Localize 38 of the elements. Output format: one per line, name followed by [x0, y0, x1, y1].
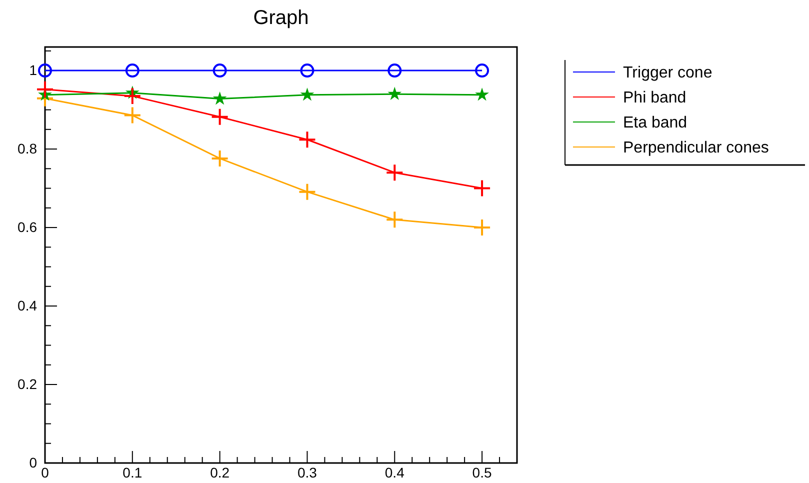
point [212, 91, 227, 105]
x-tick-label: 0.2 [210, 464, 230, 481]
point [123, 106, 142, 124]
legend-label: Eta band [623, 114, 688, 132]
point [473, 218, 492, 237]
y-tick-label: 0 [29, 454, 38, 470]
x-tick-label: 0.5 [472, 464, 492, 481]
y-tick-label: 1 [29, 62, 38, 78]
point [386, 210, 404, 229]
point [388, 64, 402, 78]
legend-label: Trigger cone [623, 64, 712, 82]
x-tick-label: 0 [41, 464, 50, 481]
point [210, 149, 229, 168]
legend-label: Phi band [623, 90, 686, 107]
point [210, 108, 229, 126]
point [38, 64, 52, 78]
point [475, 64, 490, 78]
point [386, 164, 404, 182]
point [475, 88, 489, 101]
point [125, 64, 140, 78]
legend-label: Perpendicular cones [623, 140, 769, 157]
point [300, 88, 314, 101]
point [298, 182, 316, 201]
y-tick-label: 0.4 [18, 298, 38, 314]
point [298, 130, 316, 149]
point [388, 86, 402, 100]
point [300, 64, 314, 78]
point [473, 179, 492, 198]
y-tick-label: 0.8 [18, 140, 38, 157]
point [212, 64, 227, 78]
chart-title: Graph [253, 7, 309, 29]
x-tick-label: 0.1 [122, 464, 142, 481]
x-tick-label: 0.3 [297, 464, 318, 481]
y-tick-label: 0.6 [18, 219, 38, 236]
point [123, 87, 142, 106]
y-tick-label: 0.2 [18, 376, 38, 392]
point [36, 80, 54, 98]
x-tick-label: 0.4 [384, 464, 405, 481]
